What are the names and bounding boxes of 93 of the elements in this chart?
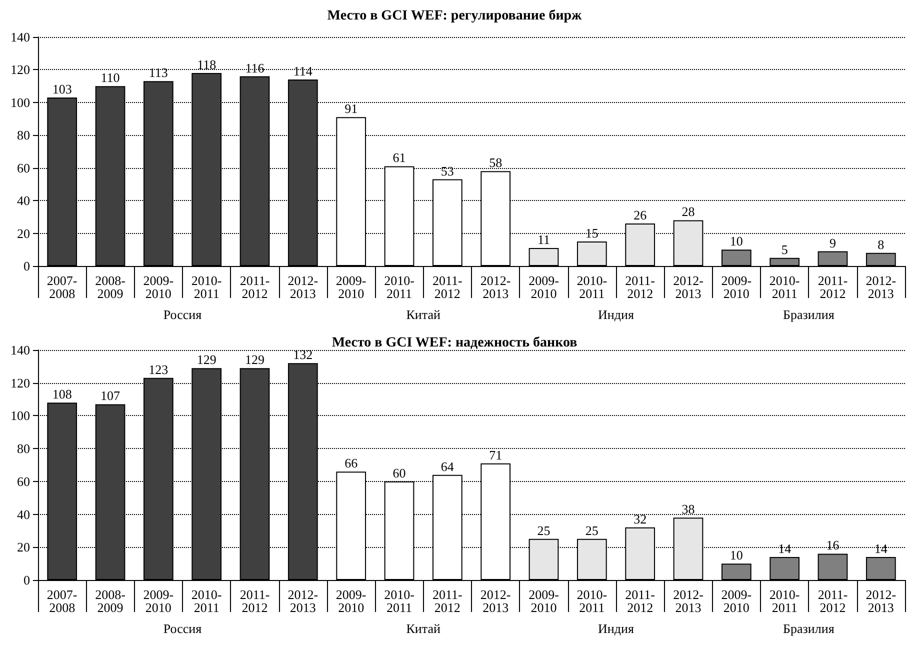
x-tick-label: 2012-2013 <box>866 587 896 615</box>
x-tick-label: 2010-2011 <box>576 587 608 615</box>
x-tick-label: 2011-2012 <box>625 273 656 301</box>
x-tick-label: 2012-2013 <box>480 587 511 615</box>
data-label: 11 <box>537 232 550 248</box>
data-label: 129 <box>196 352 216 368</box>
y-tick-label: 20 <box>17 226 30 241</box>
y-tick-label: 100 <box>10 94 30 110</box>
data-label: 123 <box>148 362 168 377</box>
y-tick-label: 140 <box>10 30 30 44</box>
x-tick-label: 2009-2010 <box>143 587 174 615</box>
x-tick-label: 2007-2008 <box>46 587 78 615</box>
x-tick-label: 2010-2011 <box>576 273 608 301</box>
data-label: 14 <box>778 541 792 556</box>
x-tick-label: 2010-2011 <box>191 587 222 615</box>
data-label: 107 <box>100 388 120 404</box>
data-label: 61 <box>392 150 406 166</box>
y-tick-label: 80 <box>17 128 30 143</box>
data-label: 8 <box>878 236 884 252</box>
data-label: 71 <box>489 447 502 462</box>
x-tick-label: 2012-2013 <box>673 273 704 301</box>
y-tick-label: 40 <box>17 506 30 522</box>
text: Бразилия <box>783 621 834 636</box>
text: Индия <box>598 621 634 636</box>
y-tick-label: 140 <box>10 342 30 358</box>
chart-title: Место в GCI WEF: регулирование бирж <box>327 8 583 24</box>
text: Бразилия <box>783 307 834 322</box>
y-tick-label: 120 <box>10 375 30 390</box>
x-tick-label: 2009-2010 <box>143 273 174 301</box>
data-label: 66 <box>344 456 358 471</box>
text: Китай <box>406 621 440 636</box>
data-label: 38 <box>682 502 695 517</box>
x-tick-label: 2009-2010 <box>721 273 752 301</box>
y-tick-label: 60 <box>17 474 30 489</box>
x-tick-label: 2011-2012 <box>818 587 848 615</box>
data-label: 103 <box>52 82 72 97</box>
data-label: 110 <box>100 70 120 86</box>
data-label: 9 <box>830 235 836 250</box>
x-tick-label: 2012-2013 <box>673 587 704 615</box>
x-tick-label: 2010-2011 <box>384 273 414 301</box>
x-tick-label: 2010-2011 <box>384 587 414 615</box>
x-tick-label: 2008-2009 <box>95 273 126 301</box>
data-label: 58 <box>489 155 502 170</box>
x-tick-label: 2010-2011 <box>769 587 800 615</box>
data-label: 132 <box>293 347 313 362</box>
y-tick-label: 80 <box>17 441 30 456</box>
data-label: 32 <box>634 511 647 526</box>
data-label: 15 <box>585 225 598 240</box>
x-tick-label: 2007-2008 <box>46 273 78 301</box>
x-tick-label: 2009-2010 <box>336 587 366 615</box>
x-tick-label: 2009-2010 <box>336 273 366 301</box>
data-label: 129 <box>245 352 264 368</box>
data-label: 5 <box>781 242 788 257</box>
x-tick-label: 2011-2012 <box>240 273 270 301</box>
x-tick-label: 2010-2011 <box>191 273 222 301</box>
data-label: 10 <box>730 548 743 563</box>
data-label: 25 <box>537 522 550 538</box>
x-tick-label: 2012-2013 <box>866 273 896 301</box>
x-tick-label: 2010-2011 <box>769 273 800 301</box>
data-label: 28 <box>682 204 695 220</box>
data-label: 60 <box>392 465 406 480</box>
text: Китай <box>406 307 440 322</box>
x-tick-label: 2011-2012 <box>432 273 462 301</box>
data-label: 108 <box>52 386 72 402</box>
x-tick-label: 2012-2013 <box>480 273 511 301</box>
x-tick-label: 2008-2009 <box>95 587 126 615</box>
chart-title: Место в GCI WEF: надежность банков <box>332 336 578 350</box>
x-tick-label: 2011-2012 <box>240 587 270 615</box>
data-label: 118 <box>197 56 216 72</box>
data-label: 91 <box>344 101 358 116</box>
data-label: 26 <box>634 207 648 222</box>
y-tick-label: 120 <box>10 62 30 78</box>
x-tick-label: 2011-2012 <box>625 587 656 615</box>
x-tick-label: 2009-2010 <box>721 587 752 615</box>
x-tick-label: 2012-2013 <box>288 587 318 615</box>
text: Индия <box>598 307 634 322</box>
y-tick-label: 40 <box>17 193 30 208</box>
x-tick-label: 2011-2012 <box>818 273 848 301</box>
data-label: 25 <box>585 522 598 538</box>
x-tick-label: 2009-2010 <box>528 273 559 301</box>
x-tick-label: 2012-2013 <box>288 273 318 301</box>
text: Россия <box>163 621 202 636</box>
y-tick-label: 20 <box>17 540 30 555</box>
y-tick-label: 100 <box>10 408 30 424</box>
x-tick-label: 2011-2012 <box>432 587 462 615</box>
text: Россия <box>163 307 202 322</box>
y-tick-label: 60 <box>17 160 30 176</box>
data-label: 10 <box>730 234 743 249</box>
y-tick-label: 0 <box>24 258 30 274</box>
data-label: 64 <box>440 458 454 474</box>
y-tick-label: 0 <box>24 572 30 588</box>
data-label: 14 <box>874 541 888 556</box>
x-tick-label: 2009-2010 <box>528 587 559 615</box>
